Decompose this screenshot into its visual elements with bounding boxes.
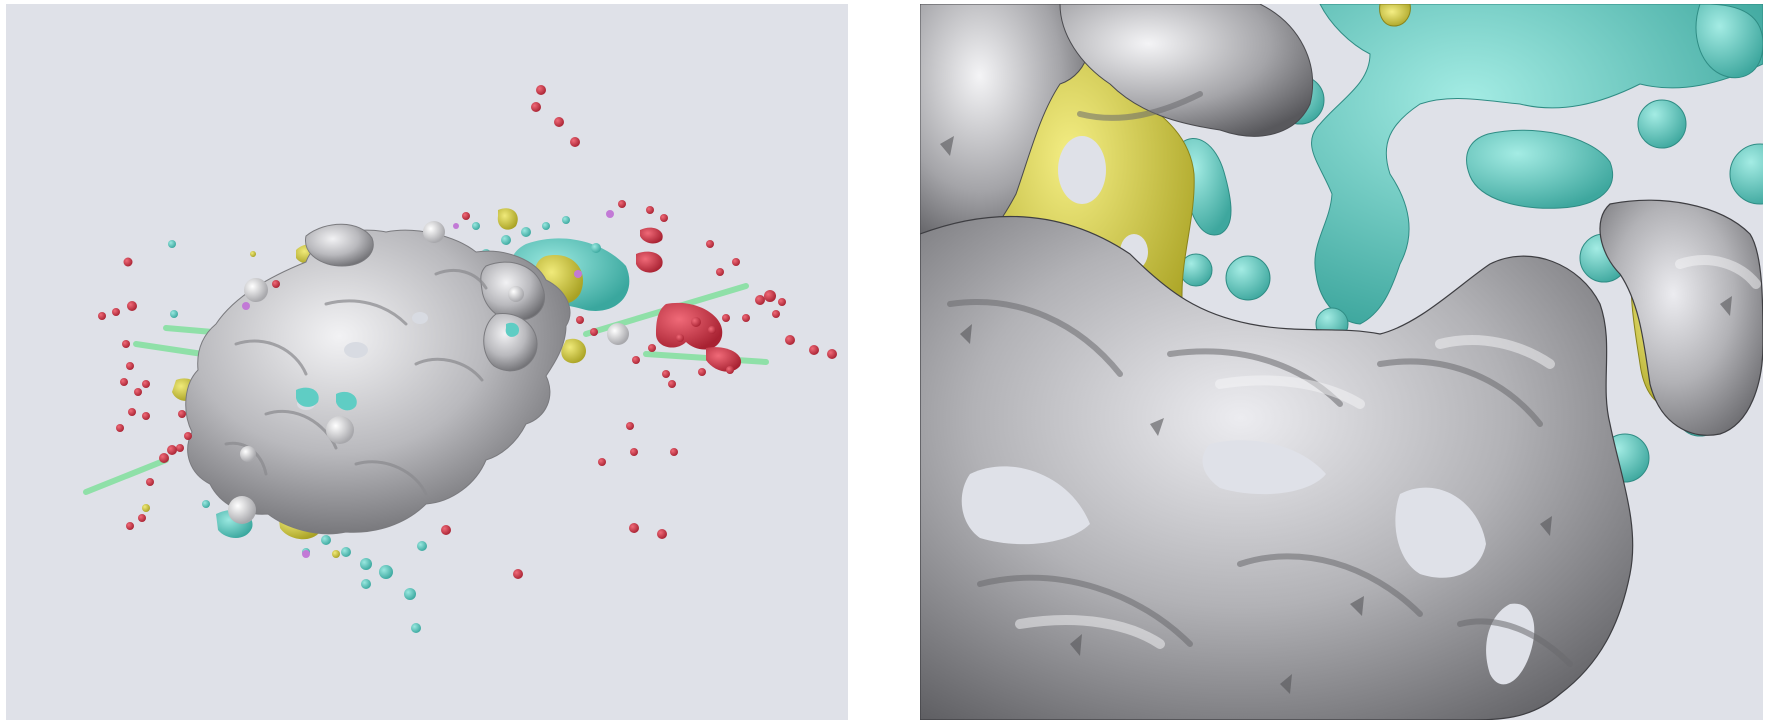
cyan-inner-patches <box>296 322 520 411</box>
overview-render <box>83 85 837 633</box>
closeup-gray-folds <box>947 91 1573 667</box>
closeup-cyan-surface <box>1174 4 1763 573</box>
gray-molecular-surface <box>185 223 571 535</box>
closeup-gray-left <box>920 4 1314 245</box>
closeup-gray-highlights <box>1015 255 1761 649</box>
closeup-yellow-holes <box>1058 136 1148 270</box>
closeup-facets <box>940 136 1732 694</box>
closeup-render <box>920 4 1763 720</box>
closeup-render-panel <box>920 4 1763 720</box>
white-spheres <box>228 221 629 524</box>
closeup-gray-openings <box>961 440 1763 720</box>
overview-render-panel <box>6 4 848 720</box>
violet-particles <box>242 210 614 558</box>
red-particles <box>98 85 837 579</box>
